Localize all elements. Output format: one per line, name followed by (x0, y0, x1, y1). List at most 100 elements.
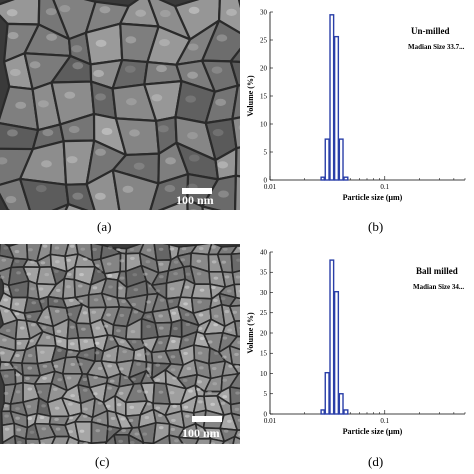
y-tick-label: 25 (260, 36, 268, 44)
grain-highlight (151, 94, 163, 102)
grain (51, 203, 70, 210)
grain-highlight (68, 298, 74, 302)
grain-highlight (124, 65, 136, 73)
grain-highlight (195, 387, 201, 391)
grain-highlight (210, 402, 216, 406)
grain-highlight (27, 416, 33, 421)
grain-highlight (234, 407, 240, 411)
grain-highlight (70, 362, 76, 366)
grain-highlight (158, 426, 164, 430)
grain-highlight (69, 244, 75, 248)
histogram-bar (333, 290, 340, 415)
grain-highlight (197, 351, 203, 355)
histogram-bar (324, 138, 330, 181)
grain-highlight (146, 300, 151, 304)
grain-highlight (68, 402, 73, 406)
grain-highlight (184, 313, 190, 317)
grain-highlight (145, 260, 151, 264)
grain-highlight (198, 400, 203, 404)
grain-highlight (187, 71, 198, 79)
grain-highlight (40, 261, 46, 265)
grain-highlight (118, 439, 124, 443)
grain-highlight (40, 350, 45, 354)
y-tick-label: 15 (260, 350, 268, 358)
grain-highlight (44, 315, 49, 319)
grain-highlight (168, 299, 174, 303)
grain-highlight (109, 379, 115, 383)
grain-highlight (207, 390, 212, 394)
y-axis-label: Volume (%) (246, 75, 255, 117)
caption-c: (c) (95, 454, 110, 469)
grain-highlight (28, 248, 33, 252)
grain-highlight (3, 287, 9, 291)
grain-highlight (53, 364, 59, 368)
grain-highlight (211, 366, 217, 371)
grain-highlight (146, 402, 152, 406)
grain-highlight (38, 287, 44, 291)
grain-highlight (222, 247, 228, 251)
grain (13, 434, 27, 444)
y-tick-label: 0 (264, 176, 268, 184)
grain-highlight (110, 416, 116, 420)
grain-highlight (128, 418, 134, 423)
y-tick-label: 30 (260, 8, 268, 16)
histogram-unmilled-svg: 0 5 10 15 20 25 30 0.01 0.1 Particle size (µm) Vol… (246, 8, 466, 202)
grain-highlight (41, 404, 46, 408)
caption-b: (b) (368, 219, 384, 234)
grain-highlight (3, 374, 9, 378)
grain-highlight (92, 392, 98, 396)
grain-highlight (0, 351, 5, 355)
grain-highlight (136, 362, 141, 366)
grain-highlight (4, 362, 9, 367)
histogram-bar (324, 371, 330, 415)
grain-highlight (185, 414, 190, 418)
grain (62, 277, 77, 300)
grain-highlight (183, 302, 188, 306)
grain-highlight (93, 69, 105, 78)
grain-highlight (26, 272, 32, 276)
grain-highlight (15, 416, 20, 420)
grain (228, 304, 240, 322)
histogram-bar (333, 35, 340, 181)
grain-highlight (97, 269, 102, 273)
grain-highlight (79, 429, 85, 433)
grain-highlight (68, 350, 73, 354)
grain-highlight (169, 247, 175, 251)
grain-highlight (37, 390, 43, 394)
grain-highlight (224, 310, 230, 314)
grain (228, 296, 240, 308)
grain-highlight (130, 330, 136, 334)
grain-highlight (170, 427, 176, 431)
grain-highlight (16, 271, 21, 275)
grain-highlight (7, 31, 19, 40)
grain (230, 412, 240, 431)
grain-highlight (30, 442, 35, 444)
grain-highlight (222, 378, 228, 382)
grain-highlight (146, 373, 152, 378)
grain-highlight (94, 341, 100, 345)
grain-highlight (17, 441, 22, 444)
grain (65, 435, 80, 444)
y-tick-label: 25 (260, 309, 268, 317)
grain-highlight (157, 125, 169, 133)
grain (153, 244, 172, 262)
grain (127, 434, 145, 444)
grain-highlight (211, 66, 223, 74)
grain-highlight (224, 275, 230, 279)
grain-highlight (220, 297, 226, 301)
grain (19, 177, 70, 210)
grain-highlight (188, 6, 200, 14)
grain-highlight (213, 314, 219, 318)
grain-highlight (79, 273, 84, 277)
grain-highlight (198, 246, 204, 251)
grain-highlight (25, 376, 30, 381)
grain (229, 402, 240, 417)
histogram-unmilled: 0 5 10 15 20 25 30 0.01 0.1 Particle size (µm) Vol… (240, 0, 474, 240)
x-tick-label: 0.1 (380, 183, 389, 191)
grain-highlight (213, 323, 218, 327)
grain-highlight (31, 301, 37, 305)
histogram-ball-milled-svg: 0 5 10 15 20 25 30 35 40 0.01 0.1 Particle size (µm… (246, 248, 466, 436)
grain (228, 345, 240, 366)
grain-highlight (158, 326, 164, 330)
grain-highlight (170, 355, 176, 359)
